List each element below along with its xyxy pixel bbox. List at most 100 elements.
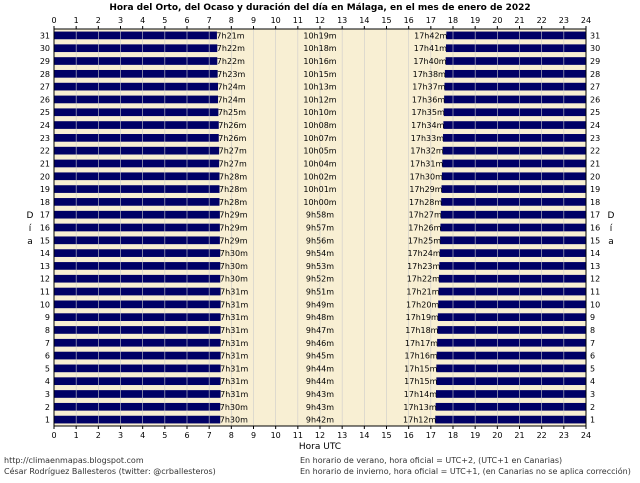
x-tick-label-bottom: 24 xyxy=(581,431,591,440)
x-tick-label-top: 16 xyxy=(404,16,414,25)
sunrise-label: 7h29m xyxy=(219,236,247,245)
sunset-label: 17h15m xyxy=(404,377,437,386)
y-tick-label-right: 14 xyxy=(590,249,600,258)
sunrise-label: 7h28m xyxy=(219,185,247,194)
night-bar-morning xyxy=(54,364,221,373)
x-tick-label-bottom: 1 xyxy=(74,431,79,440)
x-tick-label-top: 23 xyxy=(559,16,569,25)
sunset-label: 17h40m xyxy=(413,57,446,66)
sunrise-label: 7h22m xyxy=(217,57,245,66)
sunset-label: 17h33m xyxy=(411,134,444,143)
y-tick-label-left: 15 xyxy=(40,236,50,245)
day-length-label: 10h01m xyxy=(303,185,336,194)
x-tick-label-top: 19 xyxy=(470,16,480,25)
night-bar-morning xyxy=(54,326,221,334)
night-bar-evening xyxy=(442,146,586,155)
day-length-label: 9h47m xyxy=(306,326,334,335)
sunrise-label: 7h30m xyxy=(220,275,248,284)
sunset-label: 17h17m xyxy=(405,339,438,348)
sunrise-label: 7h21m xyxy=(216,31,244,40)
y-tick-label-right: 7 xyxy=(590,339,595,348)
y-tick-label-right: 25 xyxy=(590,108,600,117)
night-bar-morning xyxy=(54,351,221,360)
x-tick-label-top: 7 xyxy=(207,16,212,25)
y-tick-label-left: 7 xyxy=(45,339,50,348)
y-tick-label-right: 17 xyxy=(590,211,600,220)
y-tick-label-left: 2 xyxy=(45,403,50,412)
x-tick-label-bottom: 12 xyxy=(315,431,325,440)
night-bar-evening xyxy=(436,390,586,398)
sunset-label: 17h38m xyxy=(413,70,446,79)
x-tick-label-top: 9 xyxy=(251,16,256,25)
y-axis-label-left: Día xyxy=(27,211,34,247)
sunrise-label: 7h31m xyxy=(220,390,248,399)
sunset-label: 17h42m xyxy=(414,31,447,40)
night-bar-evening xyxy=(436,377,586,386)
sunrise-label: 7h30m xyxy=(220,403,248,412)
day-length-label: 9h44m xyxy=(306,364,334,373)
y-tick-label-left: 18 xyxy=(40,198,50,207)
x-tick-label-bottom: 23 xyxy=(559,431,569,440)
day-length-label: 9h58m xyxy=(306,211,334,220)
sunrise-label: 7h30m xyxy=(220,416,248,425)
y-tick-label-right: 19 xyxy=(590,185,600,194)
y-tick-label-left: 28 xyxy=(40,70,50,79)
night-bar-evening xyxy=(440,236,586,245)
x-tick-label-top: 24 xyxy=(581,16,591,25)
x-tick-label-top: 11 xyxy=(293,16,303,25)
x-tick-label-top: 22 xyxy=(537,16,547,25)
y-tick-label-left: 11 xyxy=(40,288,50,297)
y-tick-label-right: 9 xyxy=(590,313,595,322)
sunset-label: 17h13m xyxy=(403,403,436,412)
night-bar-evening xyxy=(439,249,586,257)
x-tick-label-bottom: 18 xyxy=(448,431,458,440)
day-length-label: 10h12m xyxy=(303,95,336,104)
sunset-label: 17h34m xyxy=(411,121,444,130)
x-tick-label-bottom: 3 xyxy=(118,431,123,440)
night-bar-morning xyxy=(54,159,220,168)
y-tick-label-right: 31 xyxy=(590,31,600,40)
y-tick-label-right: 20 xyxy=(590,172,600,181)
night-bar-evening xyxy=(442,159,586,168)
sunset-label: 17h36m xyxy=(412,95,445,104)
footer-notes: En horario de verano, hora oficial = UTC… xyxy=(300,455,631,477)
y-tick-label-right: 12 xyxy=(590,275,600,284)
day-length-label: 10h07m xyxy=(303,134,336,143)
sunrise-label: 7h30m xyxy=(220,249,248,258)
y-tick-label-left: 24 xyxy=(40,121,50,130)
night-bar-morning xyxy=(54,390,221,398)
day-length-label: 10h10m xyxy=(303,108,336,117)
day-length-label: 9h43m xyxy=(306,403,334,412)
x-tick-label-bottom: 8 xyxy=(229,431,234,440)
x-tick-label-top: 4 xyxy=(140,16,145,25)
night-bar-morning xyxy=(54,223,220,232)
footer-credits: http://climaenmapas.blogspot.com César R… xyxy=(4,455,216,477)
y-tick-label-right: 5 xyxy=(590,364,595,373)
x-tick-label-bottom: 14 xyxy=(359,431,369,440)
y-tick-label-left: 1 xyxy=(45,416,50,425)
y-tick-label-left: 29 xyxy=(40,57,50,66)
night-bar-evening xyxy=(441,198,586,206)
night-bar-evening xyxy=(445,57,586,65)
night-bar-evening xyxy=(441,172,586,181)
x-tick-label-bottom: 11 xyxy=(293,431,303,440)
night-bar-morning xyxy=(54,313,221,321)
x-tick-label-top: 14 xyxy=(359,16,369,25)
x-tick-label-bottom: 20 xyxy=(492,431,502,440)
night-bar-morning xyxy=(54,249,221,257)
night-bar-evening xyxy=(436,364,586,373)
night-bar-evening xyxy=(440,210,586,219)
night-bar-morning xyxy=(54,57,218,65)
sunrise-label: 7h29m xyxy=(219,224,247,233)
sunrise-label: 7h24m xyxy=(218,95,246,104)
day-length-label: 9h43m xyxy=(306,390,334,399)
y-tick-label-right: 8 xyxy=(590,326,595,335)
day-length-label: 9h51m xyxy=(306,288,334,297)
x-tick-label-bottom: 4 xyxy=(140,431,145,440)
night-bar-evening xyxy=(438,300,586,309)
night-bar-morning xyxy=(54,236,220,245)
sunrise-label: 7h29m xyxy=(219,211,247,220)
night-bar-morning xyxy=(54,415,221,424)
sunset-label: 17h24m xyxy=(407,249,440,258)
night-bar-evening xyxy=(437,338,586,347)
